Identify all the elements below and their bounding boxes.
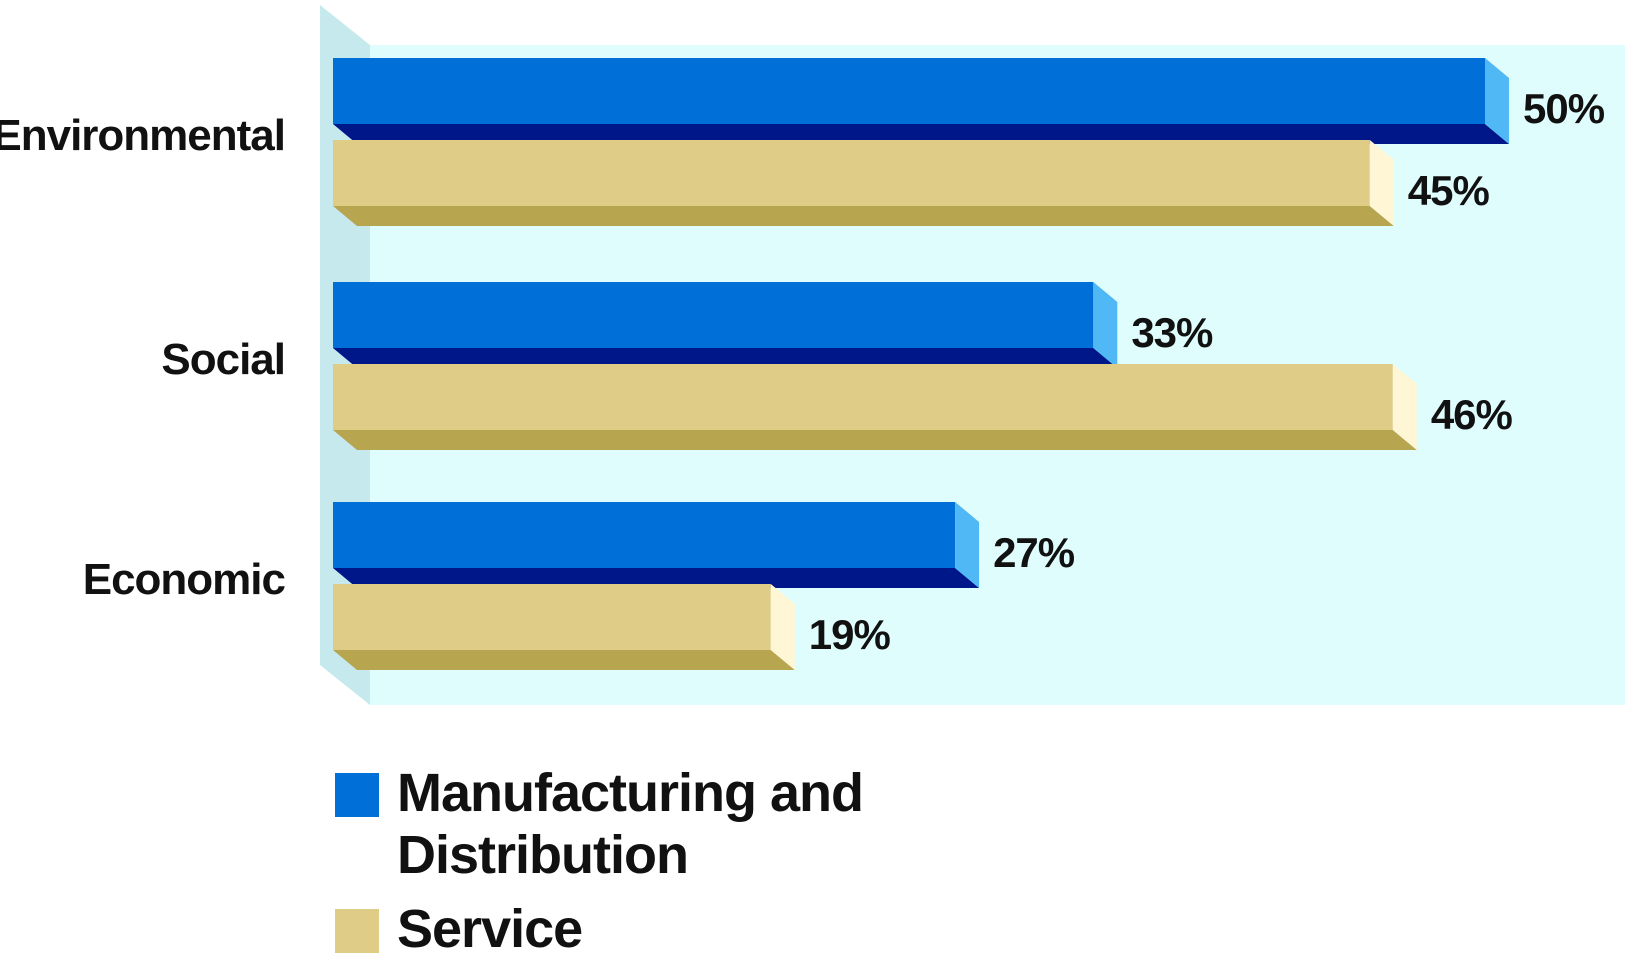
bar-bottom-face (333, 650, 795, 670)
category-labels: Environmental Social Economic (0, 111, 287, 604)
category-label-environmental: Environmental (0, 111, 285, 160)
legend-swatch-service (335, 909, 379, 953)
bar-social-service (333, 364, 1417, 450)
bar-economic-service (333, 584, 795, 670)
bar-end-cap (1392, 364, 1417, 450)
bar-social-manufacturing (333, 282, 1118, 368)
bar-front-face (333, 282, 1094, 348)
bar-end-cap (1093, 282, 1118, 368)
legend-swatch-manufacturing (335, 773, 379, 817)
legend-label-service: Service (397, 899, 583, 959)
bars-group (333, 58, 1509, 670)
bar-end-cap (955, 502, 980, 588)
value-label-environmental-service: 45% (1408, 167, 1490, 214)
legend-label-manufacturing: Manufacturing and Distribution (397, 763, 864, 885)
value-labels: 50% 45% 33% 46% 27% 19% (809, 85, 1606, 658)
bar-front-face (333, 58, 1485, 124)
bar-end-cap (1485, 58, 1509, 144)
category-label-economic: Economic (83, 555, 286, 604)
bar-bottom-face (333, 124, 1509, 144)
bar-bottom-face (333, 568, 980, 588)
legend-item-service: Service (335, 898, 1035, 960)
bar-end-cap (770, 584, 795, 670)
bar-bottom-face (333, 430, 1417, 450)
value-label-environmental-manufacturing: 50% (1523, 85, 1605, 132)
bar-front-face (333, 140, 1370, 206)
value-label-economic-service: 19% (809, 611, 891, 658)
legend: Manufacturing and Distribution Service (335, 762, 1035, 972)
value-label-economic-manufacturing: 27% (993, 529, 1075, 576)
category-label-social: Social (161, 335, 285, 384)
bar-economic-manufacturing (333, 502, 980, 588)
bar-environmental-service (333, 140, 1394, 226)
bar-environmental-manufacturing (333, 58, 1509, 144)
value-label-social-service: 46% (1431, 391, 1513, 438)
bar-front-face (333, 502, 956, 568)
bar-bottom-face (333, 348, 1118, 368)
bar-front-face (333, 364, 1393, 430)
bar-bottom-face (333, 206, 1394, 226)
bar-end-cap (1369, 140, 1394, 226)
value-label-social-manufacturing: 33% (1131, 309, 1213, 356)
legend-item-manufacturing: Manufacturing and Distribution (335, 762, 1035, 886)
bar-front-face (333, 584, 771, 650)
